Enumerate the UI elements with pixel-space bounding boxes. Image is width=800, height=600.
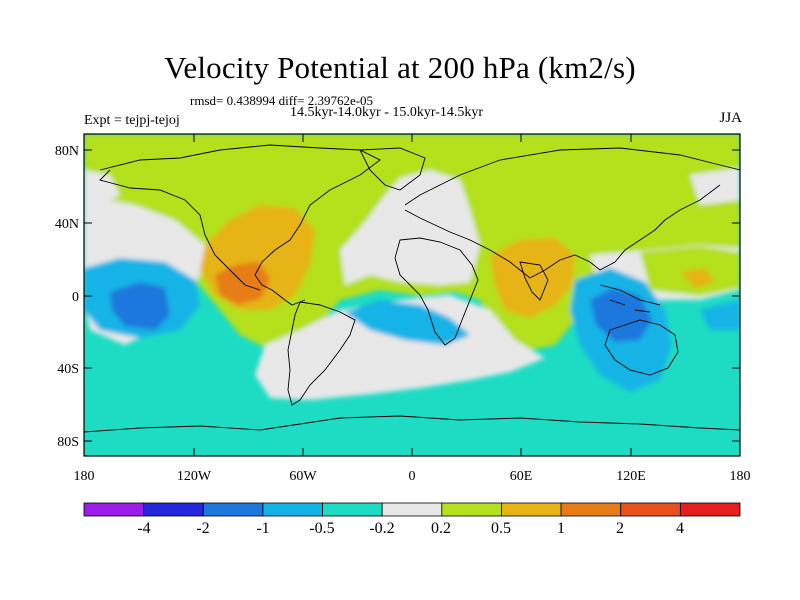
coast-europe-asia — [404, 147, 740, 279]
coast-australia — [604, 319, 679, 376]
colorbar-swatch — [381, 502, 443, 517]
colorbar-swatch — [322, 502, 383, 517]
lon-label: 180 — [74, 469, 95, 484]
lon-label: 180 — [730, 469, 751, 484]
latitude-labels: 80N 40N 0 40S 80S — [55, 144, 79, 450]
colorbar-label: 2 — [616, 520, 624, 537]
coast-southeast-asia — [599, 284, 661, 313]
colorbar-swatch — [620, 502, 681, 517]
strong-negative-region-east-pacific — [110, 282, 170, 330]
colorbar-label: 1 — [557, 520, 565, 537]
rmsd-diff-stats: rmsd= 0.438994 diff= 2.39762e-05 — [190, 93, 374, 108]
colorbar-label: 0.5 — [491, 520, 511, 537]
velocity-potential-field — [84, 134, 740, 456]
positive-orange-region-pacific — [680, 268, 715, 288]
neutral-region-east-siberia — [690, 168, 740, 205]
strong-negative-region-indonesia — [590, 288, 652, 342]
lon-label: 120W — [177, 469, 212, 484]
colorbar-label: -0.2 — [369, 520, 394, 537]
coast-africa — [394, 237, 479, 346]
lat-label: 80S — [57, 435, 79, 450]
colorbar-label: -4 — [137, 520, 150, 537]
neutral-region-atlantic — [340, 170, 480, 285]
colorbar-label: -2 — [196, 520, 209, 537]
colorbar-swatch — [262, 502, 323, 517]
colorbar-swatch — [202, 502, 264, 517]
experiment-label: Expt = tejpj-tejoj — [84, 113, 180, 128]
lon-label: 0 — [409, 469, 416, 484]
period-subtitle: 14.5kyr-14.0kyr - 15.0kyr-14.5kyr — [290, 105, 484, 120]
neutral-region-alaska — [84, 170, 120, 205]
season-label: JJA — [719, 110, 742, 126]
lon-label: 60E — [510, 469, 533, 484]
lat-label: 40N — [55, 217, 79, 232]
coast-antarctica — [84, 415, 740, 433]
colorbar-label: -0.5 — [309, 520, 334, 537]
negative-region-south-atlantic — [345, 300, 470, 345]
lon-label: 60W — [289, 469, 317, 484]
lon-label: 120E — [616, 469, 646, 484]
lat-label: 0 — [72, 290, 79, 305]
colorbar-swatch — [143, 502, 204, 517]
colorbar-swatch — [560, 502, 622, 517]
colorbar-swatch — [501, 502, 562, 517]
coast-south-america — [287, 301, 356, 406]
colorbar-swatch — [679, 502, 741, 517]
chart-title: Velocity Potential at 200 hPa (km2/s) — [164, 50, 636, 85]
coast-indian-subcontinent — [519, 261, 549, 301]
coastlines — [84, 144, 740, 433]
positive-orange-region-indian — [490, 238, 575, 318]
colorbar-swatch — [83, 502, 145, 517]
colorbar-label: -1 — [256, 520, 269, 537]
colorbar-swatch — [441, 502, 502, 517]
lat-label: 40S — [57, 362, 79, 377]
coast-greenland — [359, 147, 426, 191]
map-ticks — [84, 134, 740, 456]
longitude-labels: 180 120W 60W 0 60E 120E 180 — [74, 469, 751, 484]
colorbar-label: 4 — [676, 520, 684, 537]
neutral-region-south-atlantic — [255, 295, 545, 400]
lat-label: 80N — [55, 144, 79, 159]
colorbar: -4 -2 -1 -0.5 -0.2 0.2 0.5 1 2 4 — [83, 502, 741, 537]
colorbar-label: 0.2 — [431, 520, 451, 537]
negative-region-central-pacific — [700, 300, 740, 330]
coast-north-america — [99, 144, 381, 306]
